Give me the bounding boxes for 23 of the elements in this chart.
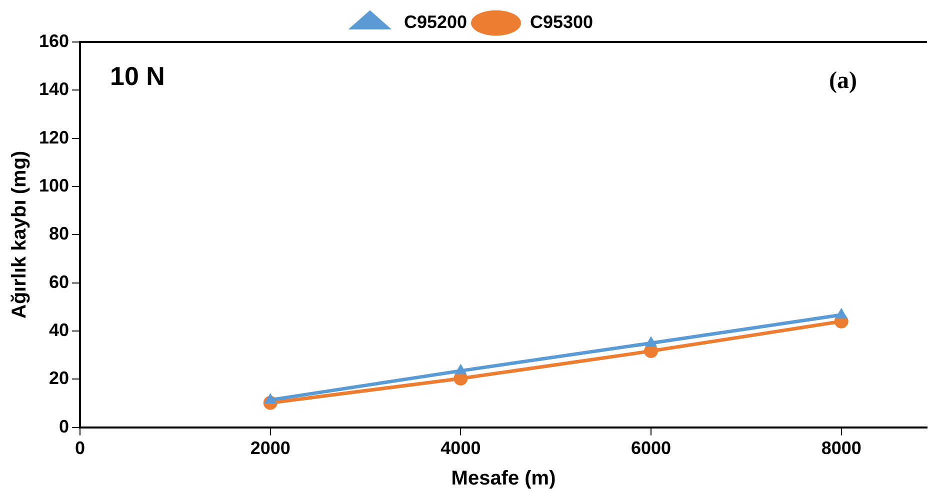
x-tick-label: 4000 [440, 438, 481, 458]
legend-label: C95200 [404, 12, 468, 32]
x-tick-label: 6000 [631, 438, 672, 458]
y-tick-label: 20 [49, 368, 70, 388]
x-axis-title: Mesafe (m) [451, 468, 556, 490]
point [835, 308, 848, 318]
legend-label: C95300 [530, 12, 594, 32]
y-tick-label: 100 [38, 175, 70, 196]
y-tick-label: 40 [49, 320, 70, 340]
y-axis-title: Ağırlık kaybı (mg) [8, 150, 31, 319]
x-tick-label: 2000 [250, 438, 290, 458]
point [454, 364, 467, 374]
point [644, 336, 658, 347]
y-tick-label: 140 [38, 79, 70, 100]
y-tick-label: 0 [59, 416, 70, 436]
y-tick-label: 60 [49, 272, 70, 292]
y-tick-label: 80 [49, 224, 70, 244]
y-tick-label: 160 [38, 30, 70, 51]
annotation: 10 N [110, 61, 165, 92]
annotation: (a) [829, 68, 857, 94]
y-tick-label: 120 [38, 127, 70, 148]
x-tick-label: 0 [75, 438, 86, 458]
x-tick-label: 8000 [821, 438, 862, 458]
